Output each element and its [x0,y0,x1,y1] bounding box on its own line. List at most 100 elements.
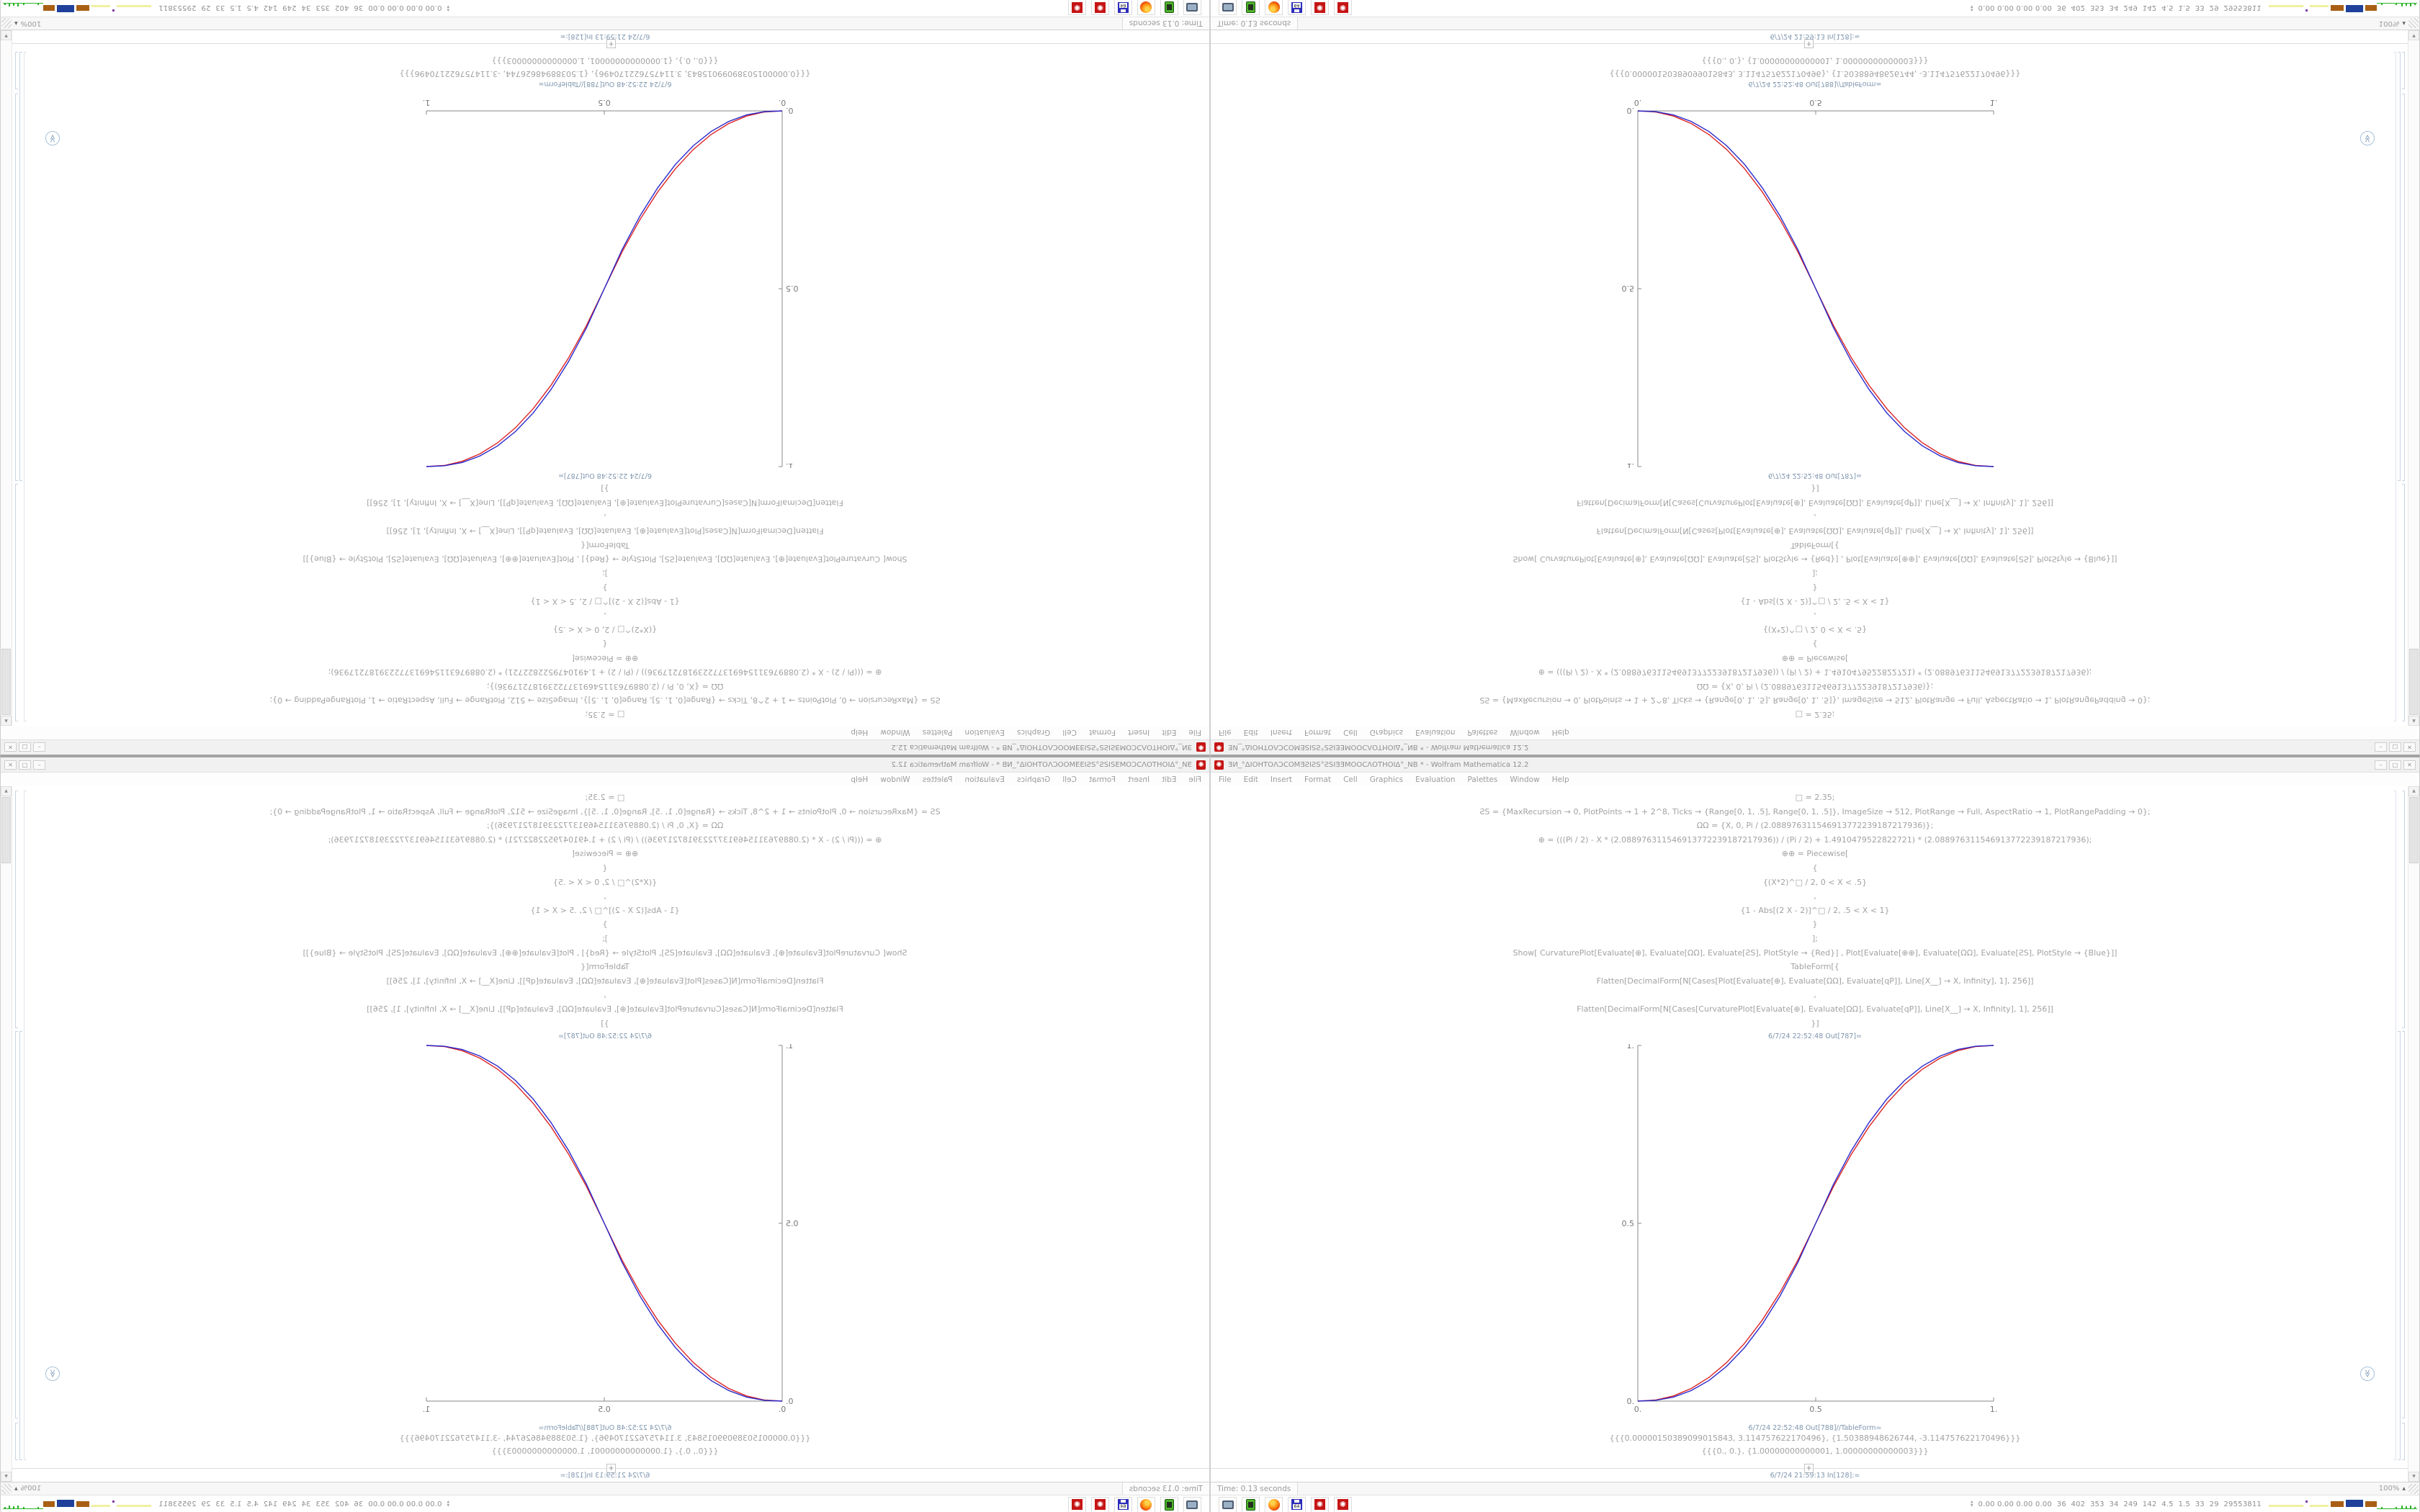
minimize-button[interactable]: – [33,742,45,752]
menu-item-edit[interactable]: Edit [1243,775,1258,784]
title-bar[interactable]: ✺ ƎИ_°ΔIOHTOΛƆCOMƎƧIƧS°ƧSIƎƎMOOCΛOTHOIΔ°… [1211,739,2419,755]
code-line[interactable]: {1 - Abs[(2 X - 2)]^□ / 2, .5 < X < 1} [530,905,680,915]
code-line[interactable]: ]; [1812,933,1818,943]
code-line[interactable]: ⊕ = (((Pi / 2) - X * (2.0889763115469137… [328,834,882,845]
code-line[interactable]: } [1812,582,1818,593]
code-line[interactable]: }] [1811,1018,1819,1028]
menu-item-window[interactable]: Window [1510,728,1540,737]
cell-bracket-output-group[interactable] [19,1031,22,1460]
magnification-popup-icon[interactable]: ▲ [14,1486,18,1491]
menu-item-evaluation[interactable]: Evaluation [1415,775,1456,784]
menu-item-cell[interactable]: Cell [1062,775,1077,784]
menu-item-cell[interactable]: Cell [1343,728,1358,737]
cell-bracket-input[interactable] [15,791,18,1028]
maximize-button[interactable]: □ [2389,760,2401,770]
menu-item-evaluation[interactable]: Evaluation [964,775,1005,784]
code-line[interactable]: { [602,863,608,873]
code-line[interactable]: } [602,919,608,930]
magnification-popup-icon[interactable]: ▲ [2402,1486,2406,1491]
code-line[interactable]: Flatten[DecimalForm[N[Cases[Plot[Evaluat… [386,526,824,536]
code-line[interactable]: ⊕⊕ = Piecewise[ [571,653,639,663]
cell-insert-bar[interactable]: + [1211,1464,2408,1473]
firefox-launcher-button[interactable] [1137,1496,1155,1512]
code-line[interactable]: ]; [602,569,608,579]
code-line[interactable]: ΩΩ = {X, 0, Pi / (2.08897631154691377223… [486,681,724,691]
code-line[interactable]: {1 - Abs[(2 X - 2)]^□ / 2, .5 < X < 1} [1740,905,1890,915]
firefox-launcher-button[interactable] [1265,0,1283,16]
menu-item-graphics[interactable]: Graphics [1369,728,1404,737]
close-button[interactable]: ✕ [4,760,17,770]
code-line[interactable]: □ = 2.35; [585,710,625,719]
scroll-up-icon[interactable]: ▲ [1,786,12,796]
cell-bracket-plot-output[interactable] [15,94,18,481]
menu-item-format[interactable]: Format [1304,775,1332,784]
firefox-launcher-button[interactable] [1265,1496,1283,1512]
code-line[interactable]: , [604,512,606,522]
code-line[interactable]: {1 - Abs[(2 X - 2)]^□ / 2, .5 < X < 1} [530,597,680,607]
cell-bracket-output-group[interactable] [19,52,22,481]
input-cell-code[interactable]: □ = 2.35; ƧS = {MaxRecursion → 0, PlotPoi… [1,482,1209,721]
code-line[interactable]: ΩΩ = {X, 0, Pi / (2.08897631154691377223… [1696,681,1934,691]
menu-item-evaluation[interactable]: Evaluation [964,728,1005,737]
notebook-content[interactable]: □ = 2.35; ƧS = {MaxRecursion → 0, PlotPoi… [1211,786,2419,1482]
cell-bracket-table-output[interactable] [2402,1423,2405,1460]
menu-item-graphics[interactable]: Graphics [1369,775,1404,784]
code-line[interactable]: Flatten[DecimalForm[N[Cases[Plot[Evaluat… [1596,976,2034,986]
code-line[interactable]: } [602,582,608,593]
code-line[interactable]: }] [1811,484,1819,494]
code-line[interactable]: {(X*2)^□ / 2, 0 < X < .5} [552,877,658,887]
device-launcher-button[interactable] [1242,0,1260,16]
scrollbar-thumb[interactable] [2409,797,2419,863]
cell-bracket-evaluation-group[interactable] [24,52,27,721]
code-line[interactable]: □ = 2.35; [585,793,625,802]
menu-item-cell[interactable]: Cell [1343,775,1358,784]
cell-bracket-output-group[interactable] [2398,52,2401,481]
notebook-content[interactable]: □ = 2.35; ƧS = {MaxRecursion → 0, PlotPoi… [1,30,1209,726]
cell-insert-bar[interactable]: + [12,1464,1209,1473]
code-line[interactable]: ƧS = {MaxRecursion → 0, PlotPoints → 1 +… [1479,696,2151,706]
close-button[interactable]: ✕ [4,742,17,752]
cell-bracket-table-output[interactable] [15,1423,18,1460]
menu-item-graphics[interactable]: Graphics [1016,728,1051,737]
vertical-scrollbar[interactable]: ▲ ▼ [2408,30,2419,726]
code-line[interactable]: ƧS = {MaxRecursion → 0, PlotPoints → 1 +… [1479,806,2151,816]
code-line[interactable]: {(X*2)^□ / 2, 0 < X < .5} [1762,877,1868,887]
mathematica-launcher-button[interactable]: ✺ [1311,1496,1329,1512]
insert-cell-plus-icon[interactable]: + [1804,1464,1814,1473]
monitor-launcher-button[interactable] [1219,1496,1237,1512]
menu-item-palettes[interactable]: Palettes [922,728,953,737]
code-line[interactable]: ⊕ = (((Pi / 2) - X * (2.0889763115469137… [1538,834,2092,845]
code-line[interactable]: TableForm[{ [581,962,629,972]
menu-item-graphics[interactable]: Graphics [1016,775,1051,784]
code-line[interactable]: {(X*2)^□ / 2, 0 < X < .5} [552,625,658,635]
code-line[interactable]: ⊕⊕ = Piecewise[ [571,849,639,859]
title-bar[interactable]: ✺ ƎИ_°ΔIOHTOΛƆCOMƎƧIƧS°ƧSIƎƎMOOCΛOTHOIΔ°… [1,757,1209,773]
scroll-to-end-icon[interactable]: ≫ [2360,131,2375,145]
code-line[interactable]: , [604,891,606,901]
scroll-down-icon[interactable]: ▼ [1,1472,12,1482]
code-line[interactable]: ΩΩ = {X, 0, Pi / (2.08897631154691377223… [1696,821,1934,831]
monitor-launcher-button[interactable] [1183,0,1201,16]
floppy-launcher-button[interactable]: 64 [1114,1496,1132,1512]
vertical-scrollbar[interactable]: ▲ ▼ [1,30,12,726]
menu-item-help[interactable]: Help [851,775,869,784]
code-line[interactable]: , [1814,611,1816,621]
title-bar[interactable]: ✺ ƎИ_°ΔIOHTOΛƆCOMƎƧIƧS°ƧSIƎƎMOOCΛOTHOIΔ°… [1211,757,2419,773]
code-line[interactable]: Flatten[DecimalForm[N[Cases[CurvaturePlo… [367,1004,843,1014]
code-line[interactable]: Show[ CurvaturePlot[Evaluate[⊕], Evaluat… [1512,948,2118,958]
menu-item-help[interactable]: Help [1551,728,1569,737]
code-line[interactable]: Flatten[DecimalForm[N[Cases[Plot[Evaluat… [1596,526,2034,536]
mathematica-launcher-button[interactable]: ✺ [1311,0,1329,16]
code-line[interactable]: ƧS = {MaxRecursion → 0, PlotPoints → 1 +… [269,806,941,816]
code-line[interactable]: {1 - Abs[(2 X - 2)]^□ / 2, .5 < X < 1} [1740,597,1890,607]
code-line[interactable]: , [1814,891,1816,901]
code-line[interactable]: ]; [602,933,608,943]
minimize-button[interactable]: – [2375,742,2387,752]
magnification-control[interactable]: 100% [20,19,42,27]
code-line[interactable]: , [604,990,606,1000]
title-bar[interactable]: ✺ ƎИ_°ΔIOHTOΛƆCOMƎƧIƧS°ƧSIƎƎMOOCΛOTHOIΔ°… [1,739,1209,755]
mathematica-launcher-button[interactable]: ✺ [1334,0,1352,16]
resize-grip[interactable] [1,18,12,29]
cell-bracket-input[interactable] [2402,791,2405,1028]
code-line[interactable]: , [1814,512,1816,522]
